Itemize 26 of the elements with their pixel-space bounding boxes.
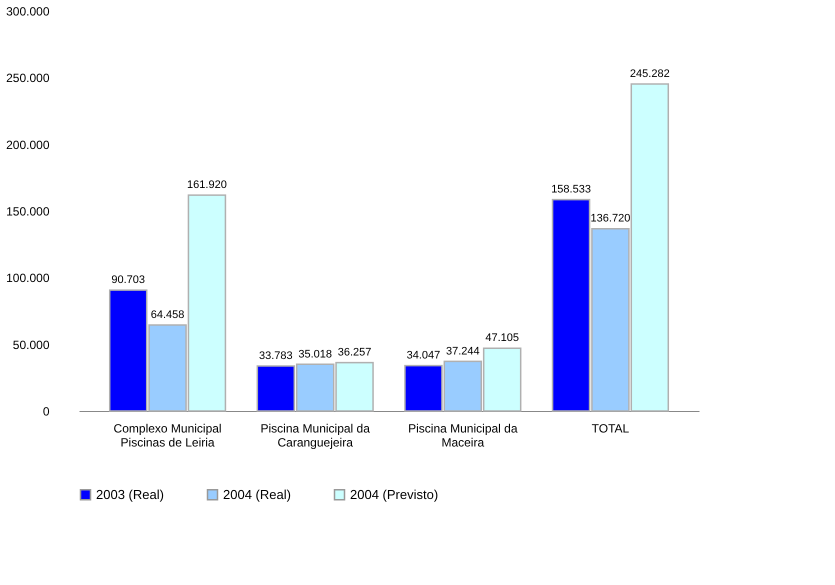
data-label: 90.703 — [111, 274, 146, 286]
data-label: 33.783 — [258, 350, 293, 362]
data-label: 158.533 — [551, 184, 591, 196]
y-tick-label: 100.000 — [6, 271, 50, 286]
y-tick-label: 250.000 — [6, 71, 50, 86]
y-tick-label: 0 — [42, 404, 50, 418]
data-label: 136.720 — [590, 212, 630, 225]
y-tick-label: 150.000 — [6, 204, 50, 218]
data-label: 37.244 — [446, 345, 480, 358]
y-tick-label: 50.000 — [12, 338, 50, 352]
data-label: 34.047 — [406, 350, 440, 362]
data-label: 245.282 — [630, 68, 670, 80]
legend-label: 2004 (Real) — [223, 486, 291, 502]
data-label: 161.920 — [187, 179, 227, 192]
y-tick-label: 300.000 — [6, 4, 50, 18]
data-label: 47.105 — [485, 332, 520, 344]
x-tick-label: Complexo Municipal Piscinas de Leiria — [114, 422, 222, 450]
x-tick-label: Piscina Municipal da Maceira — [408, 422, 518, 450]
y-tick-label: 200.000 — [6, 138, 50, 152]
x-tick-label: Piscina Municipal da Caranguejeira — [260, 422, 370, 450]
x-tick-label: TOTAL — [592, 422, 630, 436]
data-label: 64.458 — [150, 309, 184, 322]
data-label: 35.018 — [298, 348, 332, 360]
legend-label: 2003 (Real) — [96, 486, 164, 502]
data-label: 36.257 — [338, 346, 372, 359]
legend-label: 2004 (Previsto) — [350, 486, 438, 502]
